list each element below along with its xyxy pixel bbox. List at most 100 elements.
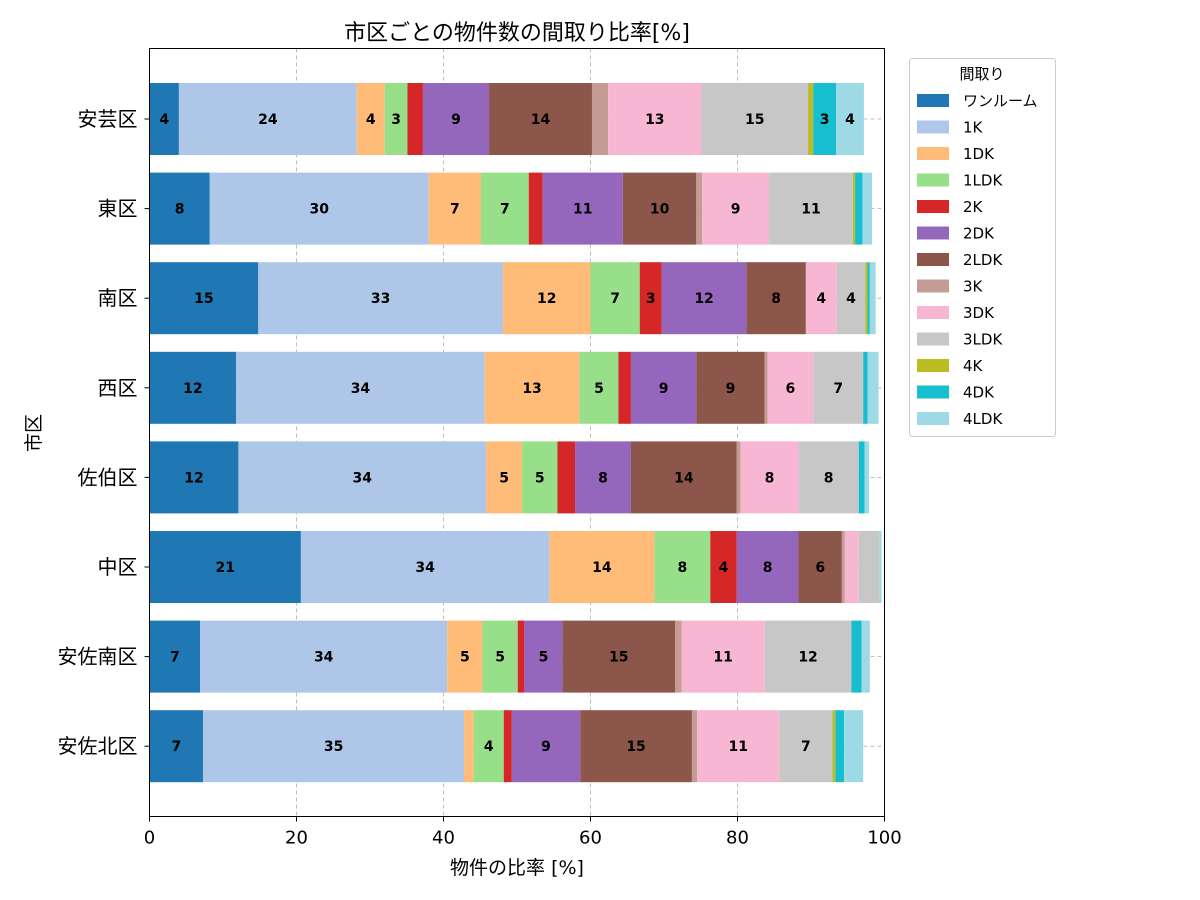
x-tick-label: 80 [726, 828, 749, 849]
x-axis-label: 物件の比率 [%] [450, 857, 584, 879]
bar-segment [482, 620, 518, 693]
bar-value-label: 9 [541, 739, 551, 755]
bar-value-label: 12 [183, 381, 202, 397]
legend-swatch [917, 412, 949, 425]
bar-segment [764, 351, 768, 424]
bar-segment [746, 262, 806, 335]
legend-label: 2K [963, 198, 984, 216]
bar-value-label: 8 [824, 470, 834, 486]
bar-value-label: 11 [713, 650, 732, 666]
bar-segment [528, 172, 543, 245]
bar-segment [867, 262, 870, 335]
legend-label: 4LDK [963, 410, 1003, 428]
bar-segment [852, 172, 856, 245]
legend-swatch [917, 385, 949, 399]
bar-segment [835, 710, 845, 783]
bar-segment [740, 441, 799, 514]
bar-segment [511, 710, 581, 783]
bar-segment [486, 441, 523, 514]
bar-segment [575, 441, 631, 514]
y-tick-label: 西区 [98, 376, 138, 400]
bar-segment [736, 441, 741, 514]
legend-label: 1DK [963, 145, 995, 163]
bar-segment [864, 441, 870, 514]
legend-swatch [917, 253, 949, 266]
bar-segment [630, 441, 737, 514]
bar-value-label: 12 [537, 291, 556, 307]
bar-value-label: 4 [846, 291, 856, 307]
bar-segment [869, 262, 876, 335]
bar-segment [844, 710, 864, 783]
plot-frame [149, 48, 885, 817]
bar-segment [356, 83, 385, 155]
y-tick-label: 安佐南区 [58, 645, 138, 669]
y-tick-label: 安佐北区 [58, 734, 138, 758]
bar-segment [639, 262, 662, 335]
bar-segment [764, 620, 852, 693]
legend-swatch [917, 359, 949, 372]
bar-value-label: 21 [215, 560, 234, 576]
legend-swatch [917, 200, 949, 213]
bar-value-label: 24 [258, 112, 278, 128]
bar-value-label: 5 [499, 470, 509, 486]
bar-segment [422, 83, 490, 155]
bar-segment [654, 531, 711, 603]
bar-segment [522, 441, 558, 514]
bar-segment [863, 351, 868, 424]
bar-value-label: 15 [609, 650, 628, 666]
x-tick-label: 20 [285, 828, 308, 849]
bar-segment [832, 710, 836, 783]
bar-segment [149, 620, 201, 693]
legend-items: ワンルーム 1K 1DK 1LDK 2K 2DK 2LDK 3K 3DK 3LDK 4K 4DK 4LD… [917, 92, 1038, 428]
bar-segment [503, 262, 591, 335]
bar-value-label: 30 [310, 202, 330, 218]
bar-segment [542, 172, 623, 245]
bar-segment [858, 441, 865, 514]
bar-segment [407, 83, 423, 155]
bar-segment [630, 351, 697, 424]
bar-segment [238, 441, 487, 514]
x-axis: 0 20 40 60 80 100 [144, 816, 902, 849]
bar-segment [517, 620, 525, 693]
legend-label: 3LDK [963, 331, 1003, 349]
bar-segment [622, 172, 697, 245]
legend: 間取り ワンルーム 1K 1DK 1LDK 2K 2DK 2LDK 3K 3DK 3LDK 4K 4D… [909, 58, 1056, 437]
bar-segment [867, 351, 879, 424]
bar-value-label: 7 [170, 650, 180, 666]
bar-value-label: 7 [801, 739, 811, 755]
bar-value-label: 4 [845, 112, 855, 128]
bar-segment [447, 620, 483, 693]
bar-value-label: 34 [351, 381, 371, 397]
bar-value-label: 4 [159, 112, 169, 128]
bar-value-label: 11 [573, 202, 592, 218]
bar-segment [701, 83, 809, 155]
bar-segment [149, 172, 210, 245]
bar-value-label: 3 [646, 291, 656, 307]
legend-title: 間取り [959, 65, 1004, 83]
bar-segment [813, 351, 864, 424]
x-tick-label: 100 [867, 828, 901, 849]
bar-segment [590, 262, 640, 335]
legend-swatch [917, 173, 949, 187]
bar-segment [691, 710, 698, 783]
bar-segment [618, 351, 631, 424]
bar-segment [473, 710, 504, 783]
bar-segment [865, 262, 868, 335]
bar-value-label: 14 [592, 560, 612, 576]
bar-value-label: 15 [626, 739, 645, 755]
bar-segment [702, 172, 770, 245]
bar-segment [851, 620, 862, 693]
legend-label: 2LDK [963, 251, 1003, 269]
bar-value-label: 6 [786, 381, 796, 397]
bar-segment [300, 531, 550, 603]
bar-value-label: 7 [171, 739, 181, 755]
bar-segment [200, 620, 448, 693]
bar-segment [736, 531, 799, 603]
legend-swatch [917, 306, 949, 319]
bar-segment [503, 710, 512, 783]
bar-value-label: 7 [610, 291, 620, 307]
bar-value-label: 9 [726, 381, 736, 397]
legend-label: 3DK [963, 304, 995, 322]
